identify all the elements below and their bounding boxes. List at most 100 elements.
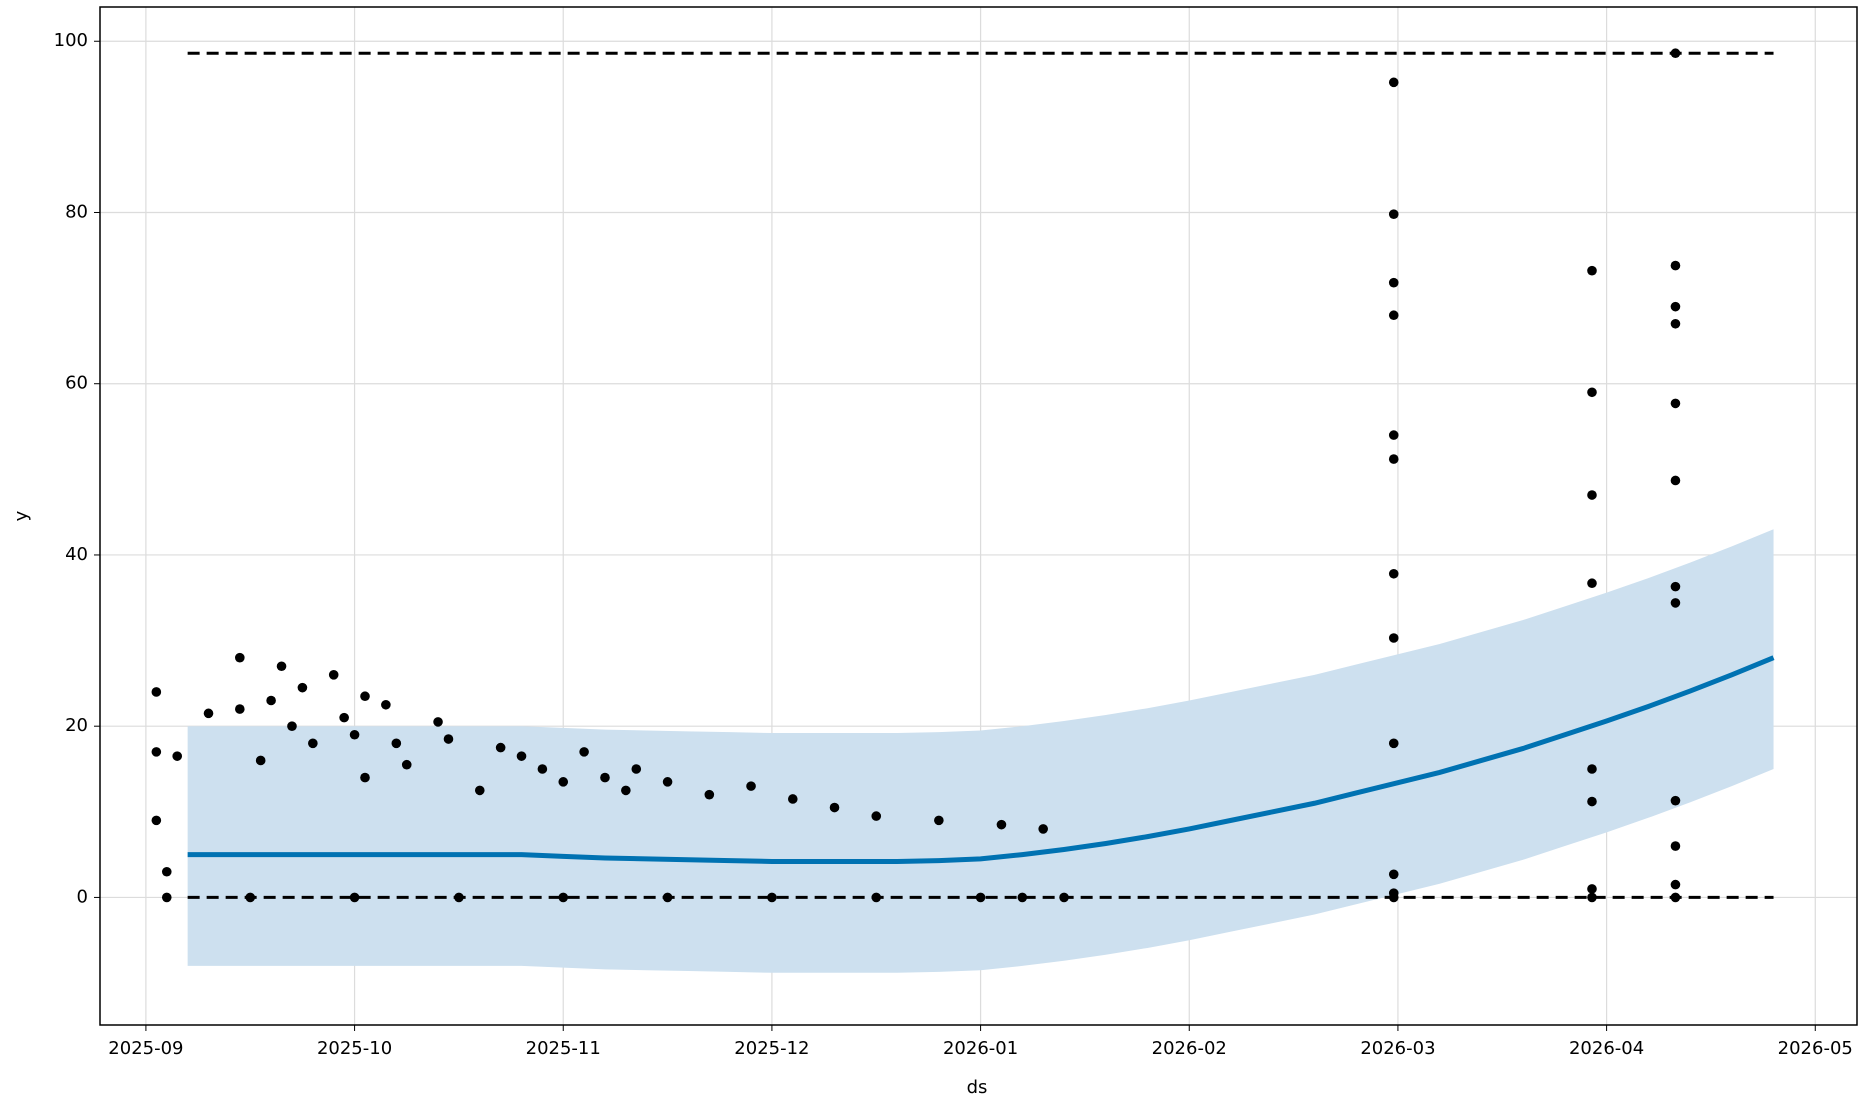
forecast-line [187, 655, 1775, 864]
observation [349, 892, 360, 903]
observation [1388, 892, 1399, 903]
observation [621, 785, 631, 796]
observation [172, 751, 183, 761]
observation [381, 699, 391, 710]
observation [975, 892, 986, 903]
observation [245, 892, 256, 903]
x-tick-label: 2026-04 [1569, 1038, 1644, 1059]
observation [1388, 869, 1399, 880]
observation [235, 704, 245, 714]
x-tick-label: 2025-11 [526, 1038, 601, 1059]
observation [767, 892, 777, 903]
observation [151, 815, 162, 826]
x-tick-label: 2026-03 [1360, 1038, 1435, 1059]
y-axis-label: y [11, 510, 32, 521]
observation [1670, 795, 1681, 806]
observation [401, 759, 412, 770]
observation [360, 772, 370, 783]
observation [662, 777, 673, 787]
observation [1388, 277, 1399, 288]
observation [255, 755, 266, 766]
observation [704, 789, 715, 800]
observation [1587, 884, 1597, 894]
observation [1670, 260, 1681, 271]
observation [495, 742, 506, 753]
y-tick-label: 20 [65, 715, 88, 736]
observation [1670, 398, 1681, 409]
observation [1587, 796, 1597, 807]
observation [266, 695, 276, 706]
observation [151, 747, 162, 757]
observation [1038, 824, 1048, 834]
observation [161, 892, 172, 903]
observation [934, 815, 944, 826]
observation [1587, 578, 1597, 589]
observation [1388, 738, 1399, 749]
observation [1670, 841, 1681, 851]
observation [391, 738, 402, 749]
x-axis-label: ds [967, 1077, 988, 1098]
observation [308, 738, 318, 749]
observation [1587, 387, 1597, 398]
observation [1670, 48, 1681, 59]
observation [1587, 490, 1597, 500]
observation [235, 652, 245, 663]
observation [339, 712, 349, 723]
observation [996, 819, 1007, 830]
observation [1670, 598, 1681, 608]
uncertainty-band [187, 529, 1774, 973]
axes-frame [99, 6, 1858, 1026]
x-tick-label: 2026-02 [1152, 1038, 1227, 1059]
observation [454, 892, 464, 903]
observation [516, 751, 527, 761]
x-tick-label: 2025-12 [734, 1038, 809, 1059]
observation [537, 764, 548, 774]
observation [558, 777, 569, 787]
observation [151, 687, 162, 697]
y-tick-label: 100 [54, 30, 88, 51]
plot-area [100, 7, 1857, 1025]
observation [787, 794, 798, 804]
observation [276, 661, 287, 672]
observation [349, 729, 360, 740]
observation [662, 892, 673, 903]
observation [1388, 209, 1399, 219]
observation [631, 764, 642, 774]
observation [871, 811, 882, 821]
observation [1670, 318, 1681, 329]
observation [871, 892, 882, 903]
observation [1388, 77, 1399, 88]
observation [1587, 764, 1597, 774]
observation [1388, 430, 1399, 440]
observation [579, 747, 589, 757]
x-tick-label: 2025-09 [108, 1038, 183, 1059]
observation [1388, 310, 1399, 321]
y-tick-label: 40 [65, 544, 88, 565]
x-tick-label: 2026-01 [943, 1038, 1018, 1059]
observation [1017, 892, 1028, 903]
observation [360, 691, 370, 702]
observation [328, 670, 339, 680]
y-tick-label: 0 [77, 886, 88, 907]
observation [443, 734, 454, 744]
observation [1587, 265, 1597, 276]
observation [746, 781, 756, 791]
observation [1059, 892, 1069, 903]
observation [1587, 892, 1597, 903]
observation [287, 721, 297, 731]
observation [203, 708, 214, 719]
observation [600, 772, 610, 783]
observation [829, 802, 840, 813]
observation [433, 717, 443, 727]
x-tick-label: 2026-05 [1778, 1038, 1853, 1059]
observation [297, 682, 308, 693]
observation [1388, 454, 1399, 464]
observation [1670, 892, 1681, 903]
y-tick-label: 80 [65, 201, 88, 222]
observation [1670, 301, 1681, 312]
observation [161, 866, 172, 877]
observation [1670, 475, 1681, 486]
y-tick-label: 60 [65, 373, 88, 394]
observation [1388, 568, 1399, 579]
x-tick-label: 2025-10 [317, 1038, 392, 1059]
